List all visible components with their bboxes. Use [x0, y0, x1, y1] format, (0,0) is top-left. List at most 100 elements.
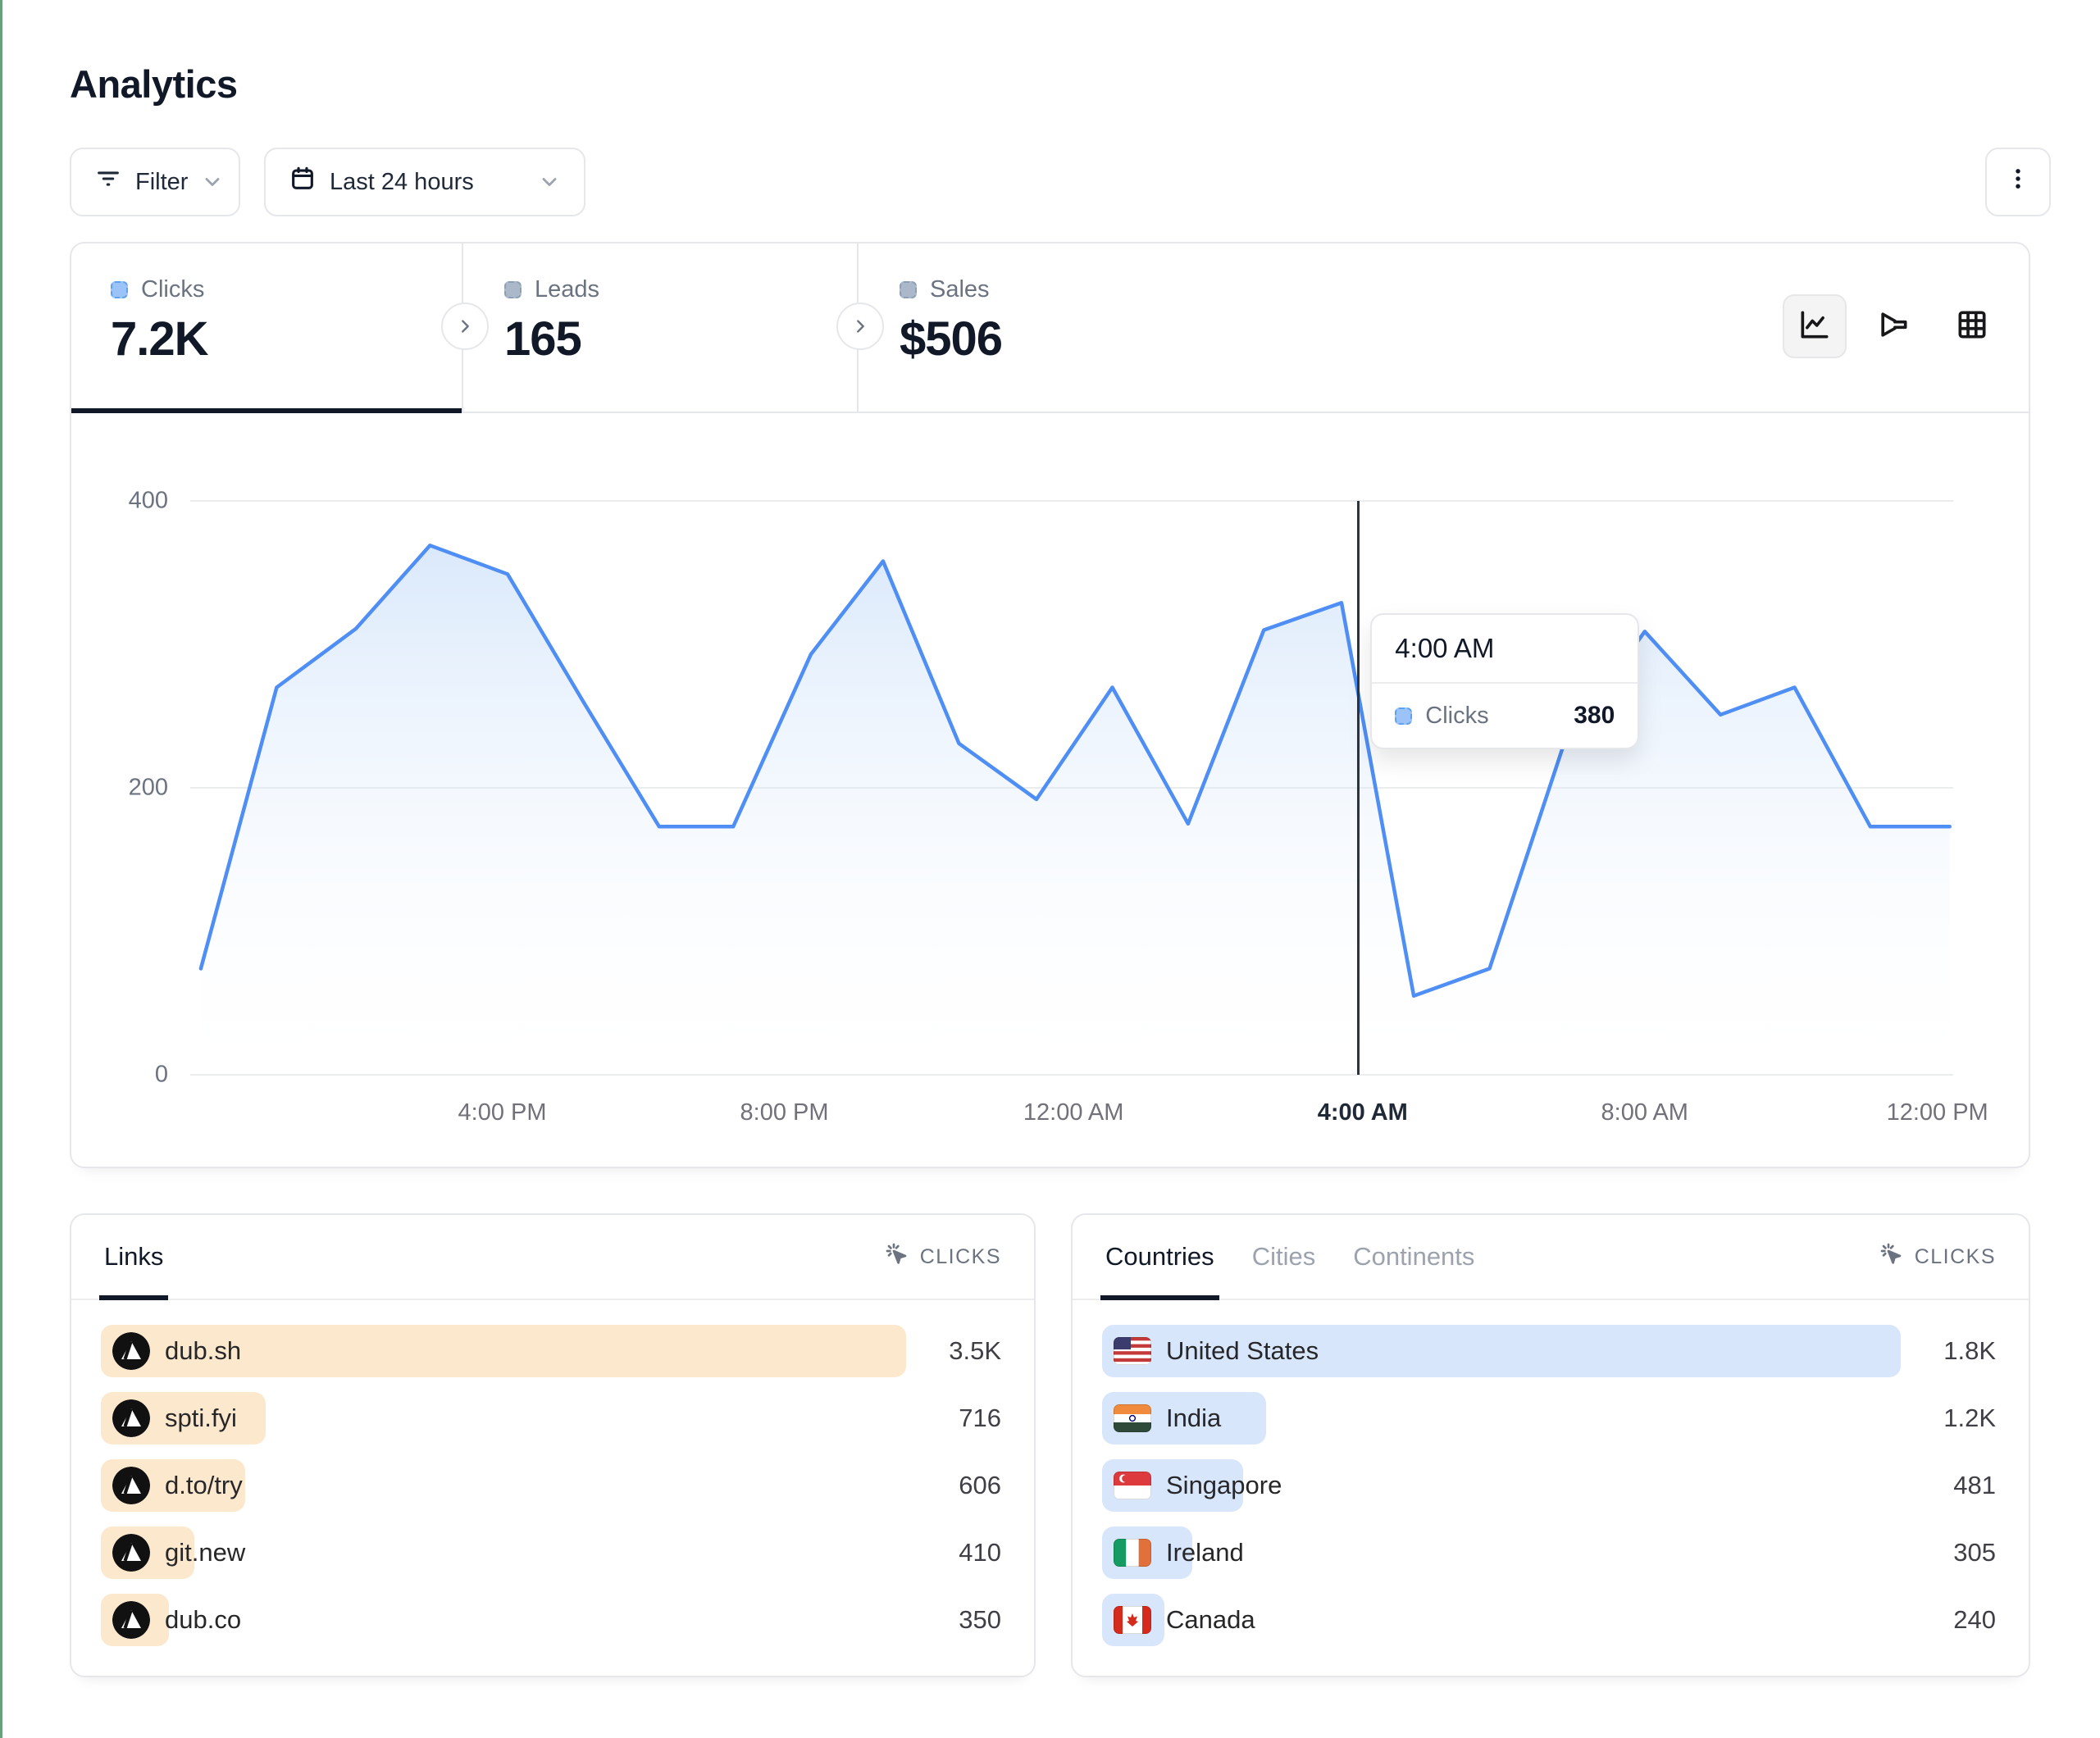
item-click-count: 240	[1953, 1605, 1996, 1634]
time-series-plot[interactable]: 0 200 400 4:00 PM 8:00 PM 12:00 AM 4:00 AM 8:0…	[71, 412, 2030, 1168]
item-click-count: 305	[1953, 1538, 1996, 1567]
gridline	[190, 500, 1953, 502]
tab-links[interactable]: Links	[98, 1215, 169, 1300]
tooltip-series-marker	[1395, 707, 1413, 725]
stat-value-leads: 165	[504, 312, 582, 366]
kebab-menu-icon	[2004, 165, 2032, 199]
dub-logo-icon	[112, 1332, 150, 1370]
tooltip-series-value: 380	[1574, 702, 1615, 729]
item-name: Singapore	[1166, 1471, 1282, 1499]
x-axis-tick-label: 12:00 AM	[1023, 1099, 1124, 1126]
item-name: Canada	[1166, 1605, 1255, 1634]
calendar-icon	[289, 165, 317, 199]
date-range-button[interactable]: Last 24 hours	[264, 148, 585, 216]
list-item-d-to-try[interactable]: d.to/try 606	[101, 1459, 1004, 1512]
dub-logo-icon	[112, 1601, 150, 1639]
item-name: dub.co	[165, 1605, 242, 1634]
value-bar	[101, 1325, 906, 1377]
item-click-count: 410	[959, 1538, 1001, 1567]
chevron-down-icon	[201, 171, 224, 193]
item-name: git.new	[165, 1538, 246, 1567]
in-flag-icon	[1114, 1404, 1151, 1432]
stat-label-clicks: Clicks	[141, 276, 205, 303]
ie-flag-icon	[1114, 1539, 1151, 1567]
leads-series-marker	[504, 281, 522, 298]
list-item-ireland[interactable]: Ireland 305	[1102, 1526, 1999, 1579]
more-options-button[interactable]	[1985, 148, 2051, 216]
list-item-dub-sh[interactable]: dub.sh 3.5K	[101, 1325, 1004, 1377]
dub-logo-icon	[112, 1467, 150, 1504]
y-axis-tick-label: 200	[128, 774, 168, 801]
stat-value-clicks: 7.2K	[111, 312, 209, 366]
funnel-view-button[interactable]	[1861, 294, 1925, 358]
x-axis-tick-label: 4:00 PM	[458, 1099, 547, 1126]
list-item-canada[interactable]: Canada 240	[1102, 1594, 1999, 1646]
dub-logo-icon	[112, 1534, 150, 1572]
chevron-down-icon	[538, 171, 561, 193]
item-name: United States	[1166, 1336, 1319, 1365]
countries-panel-header: Countries Cities Continents CLICKS	[1073, 1215, 2029, 1300]
clicks-area-chart[interactable]	[190, 501, 1953, 1075]
dub-logo-icon	[112, 1399, 150, 1437]
page-title: Analytics	[70, 62, 238, 107]
list-item-dub-co[interactable]: dub.co 350	[101, 1594, 1004, 1646]
cursor-click-icon	[884, 1241, 910, 1273]
item-click-count: 481	[1953, 1471, 1996, 1499]
links-panel: Links CLICKS dub.sh 3.5K spti.fyi 716 d.to…	[70, 1213, 1036, 1677]
chart-view-switcher	[1783, 294, 2004, 358]
tooltip-time: 4:00 AM	[1372, 615, 1638, 684]
left-edge-strip	[0, 0, 2, 1738]
sg-flag-icon	[1114, 1472, 1151, 1499]
countries-metric-selector[interactable]: CLICKS	[1879, 1241, 1996, 1273]
filter-button-label: Filter	[135, 168, 189, 195]
links-panel-header: Links CLICKS	[71, 1215, 1034, 1300]
ca-flag-icon	[1114, 1606, 1151, 1634]
filter-button[interactable]: Filter	[70, 148, 240, 216]
item-click-count: 1.2K	[1943, 1404, 1996, 1432]
tab-cities[interactable]: Cities	[1251, 1242, 1316, 1271]
item-click-count: 716	[959, 1404, 1001, 1432]
y-axis-tick-label: 400	[128, 487, 168, 514]
list-item-united-states[interactable]: United States 1.8K	[1102, 1325, 1999, 1377]
hover-crosshair	[1357, 501, 1360, 1075]
item-click-count: 606	[959, 1471, 1001, 1499]
item-click-count: 350	[959, 1605, 1001, 1634]
links-metric-label: CLICKS	[919, 1244, 1001, 1268]
next-step-chevron-button[interactable]	[441, 303, 489, 350]
filter-lines-icon	[94, 165, 122, 199]
stat-tab-leads[interactable]: Leads 165	[465, 243, 859, 412]
stat-tab-clicks[interactable]: Clicks 7.2K	[71, 243, 463, 413]
item-click-count: 1.8K	[1943, 1336, 1996, 1365]
funnel-icon	[1875, 307, 1911, 347]
grid-view-button[interactable]	[1940, 294, 2004, 358]
tab-continents[interactable]: Continents	[1353, 1242, 1475, 1271]
item-name: Ireland	[1166, 1538, 1244, 1567]
tooltip-series-name: Clicks	[1425, 702, 1489, 729]
next-step-chevron-button[interactable]	[836, 303, 884, 350]
cursor-click-icon	[1879, 1241, 1905, 1273]
countries-panel: Countries Cities Continents CLICKS United …	[1071, 1213, 2030, 1677]
list-item-india[interactable]: India 1.2K	[1102, 1392, 1999, 1445]
links-list: dub.sh 3.5K spti.fyi 716 d.to/try 606 git.n…	[71, 1300, 1034, 1646]
x-axis-tick-label: 12:00 PM	[1886, 1099, 1988, 1126]
line-chart-view-button[interactable]	[1783, 294, 1847, 358]
tab-countries[interactable]: Countries	[1100, 1215, 1219, 1300]
item-name: spti.fyi	[165, 1404, 237, 1432]
x-axis-labels: 4:00 PM 8:00 PM 12:00 AM 4:00 AM 8:00 AM 12:0…	[190, 1099, 1988, 1149]
y-axis-tick-label: 0	[154, 1061, 168, 1088]
grid-icon	[1954, 307, 1990, 347]
chart-tooltip: 4:00 AM Clicks 380	[1370, 613, 1640, 749]
stat-tab-sales[interactable]: Sales $506	[860, 243, 1270, 412]
list-item-singapore[interactable]: Singapore 481	[1102, 1459, 1999, 1512]
list-item-git-new[interactable]: git.new 410	[101, 1526, 1004, 1579]
item-name: dub.sh	[165, 1336, 242, 1365]
us-flag-icon	[1114, 1337, 1151, 1365]
links-metric-selector[interactable]: CLICKS	[884, 1241, 1001, 1273]
x-axis-tick-label: 8:00 AM	[1601, 1099, 1688, 1126]
list-item-spti-fyi[interactable]: spti.fyi 716	[101, 1392, 1004, 1445]
analytics-chart-card: Clicks 7.2K Leads 165 Sales $506	[70, 242, 2030, 1168]
item-name: d.to/try	[165, 1471, 243, 1499]
stats-row: Clicks 7.2K Leads 165 Sales $506	[71, 243, 2029, 413]
stat-label-sales: Sales	[930, 276, 990, 303]
item-click-count: 3.5K	[949, 1336, 1001, 1365]
